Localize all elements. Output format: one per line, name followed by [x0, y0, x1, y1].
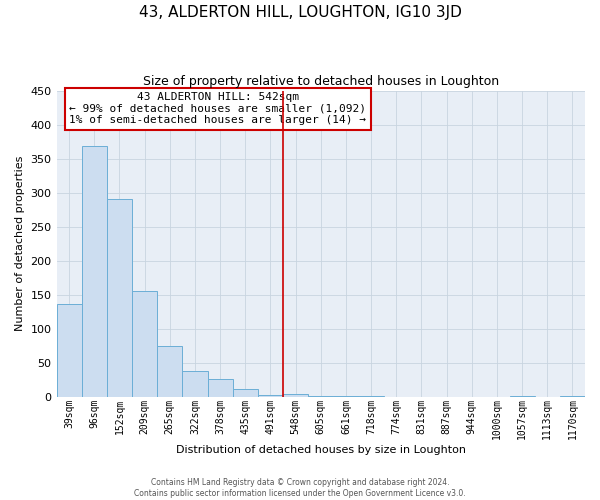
X-axis label: Distribution of detached houses by size in Loughton: Distribution of detached houses by size …	[176, 445, 466, 455]
Bar	[560, 396, 585, 397]
Title: Size of property relative to detached houses in Loughton: Size of property relative to detached ho…	[143, 75, 499, 88]
Bar	[359, 396, 383, 397]
Bar	[157, 346, 182, 397]
Bar	[334, 396, 359, 397]
Bar	[182, 371, 208, 397]
Bar	[308, 396, 334, 397]
Bar	[208, 379, 233, 397]
Bar	[283, 394, 308, 397]
Text: 43 ALDERTON HILL: 542sqm
← 99% of detached houses are smaller (1,092)
1% of semi: 43 ALDERTON HILL: 542sqm ← 99% of detach…	[69, 92, 366, 126]
Text: Contains HM Land Registry data © Crown copyright and database right 2024.
Contai: Contains HM Land Registry data © Crown c…	[134, 478, 466, 498]
Bar	[509, 396, 535, 397]
Bar	[258, 395, 283, 397]
Bar	[132, 290, 157, 397]
Bar	[233, 390, 258, 397]
Bar	[107, 200, 132, 397]
Y-axis label: Number of detached properties: Number of detached properties	[15, 156, 25, 332]
Text: 43, ALDERTON HILL, LOUGHTON, IG10 3JD: 43, ALDERTON HILL, LOUGHTON, IG10 3JD	[139, 5, 461, 20]
Bar	[82, 146, 107, 397]
Bar	[56, 304, 82, 397]
